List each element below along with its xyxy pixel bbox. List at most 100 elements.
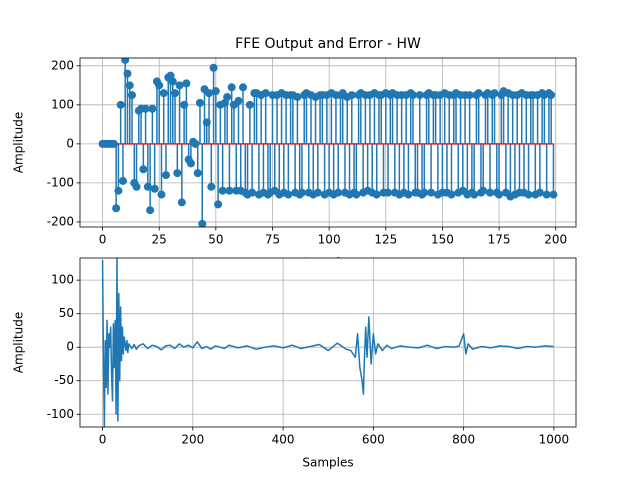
stem-marker [173, 169, 182, 178]
stem-marker [141, 104, 150, 113]
stem-marker [313, 188, 322, 197]
stem-marker [225, 186, 234, 195]
y-tick-label: 0 [66, 340, 74, 354]
axes-frame [79, 257, 577, 428]
stem-marker [180, 100, 189, 109]
stem-marker [118, 176, 127, 185]
x-tick-label: 150 [431, 233, 454, 247]
stem-marker [195, 98, 204, 107]
stem-marker [125, 81, 134, 90]
stem-marker [182, 79, 191, 88]
stem-marker [524, 190, 533, 199]
y-tick-label: 100 [51, 273, 74, 287]
stem-marker [542, 190, 551, 199]
chart-title: FFE Output and Error - HW [235, 36, 421, 52]
stem-marker [245, 100, 254, 109]
stem-marker [293, 93, 302, 102]
stem-marker [198, 219, 207, 227]
x-axis-label: Samples [302, 456, 353, 470]
stem-marker [207, 182, 216, 191]
x-tick-label: 25 [152, 233, 167, 247]
stem-marker [408, 91, 417, 100]
stem-marker [202, 118, 211, 127]
plot-area [98, 58, 558, 227]
stem-marker [157, 190, 166, 199]
stem-marker [547, 91, 556, 100]
stem-marker [121, 58, 130, 64]
y-tick-label: 200 [51, 58, 74, 72]
stem-marker [479, 186, 488, 195]
line [101, 258, 554, 427]
stem-marker [175, 81, 184, 90]
y-tick-label: -200 [47, 214, 74, 228]
plot-area [101, 258, 554, 427]
stem-marker [486, 188, 495, 197]
stem-marker [123, 69, 132, 78]
y-tick-label: -100 [47, 407, 74, 421]
y-tick-label: 0 [66, 136, 74, 150]
y-tick-label: -100 [47, 175, 74, 189]
x-tick-label: 200 [544, 233, 567, 247]
y-tick-label: 100 [51, 97, 74, 111]
stem-marker [171, 89, 180, 98]
x-tick-label: 0 [99, 433, 107, 447]
x-tick-label: 200 [181, 433, 204, 447]
stem-marker [495, 190, 504, 199]
stem-marker [372, 190, 381, 199]
y-tick-label: -50 [54, 373, 74, 387]
stem-marker [218, 186, 227, 195]
x-tick-label: 800 [452, 433, 475, 447]
stem-marker [211, 87, 220, 96]
stem-marker [132, 182, 141, 191]
stem-marker [352, 190, 361, 199]
stem-marker [148, 104, 157, 113]
x-tick-label: 75 [265, 233, 280, 247]
stem-marker [161, 171, 170, 180]
axes-frame [79, 57, 577, 228]
stem-marker [261, 89, 270, 98]
stem-marker [116, 100, 125, 109]
x-tick-label: 1000 [539, 433, 570, 447]
stem-marker [404, 190, 413, 199]
stem-marker [191, 139, 200, 148]
x-tick-label: 0 [99, 233, 107, 247]
stem-marker [297, 188, 306, 197]
stem-marker [223, 93, 232, 102]
stem-marker [248, 188, 257, 197]
stem-marker [470, 190, 479, 199]
stem-marker [384, 188, 393, 197]
stem-marker [465, 91, 474, 100]
x-tick-label: 400 [272, 433, 295, 447]
stem-marker [284, 190, 293, 199]
stem-marker [234, 96, 243, 105]
stem-marker [447, 190, 456, 199]
stem-marker [415, 91, 424, 100]
stem-marker [143, 182, 152, 191]
stem-marker [168, 77, 177, 86]
stem-marker [490, 89, 499, 98]
stem-marker [146, 206, 155, 215]
stem-marker [114, 186, 123, 195]
x-tick-label: 175 [488, 233, 511, 247]
y-tick-label: 50 [59, 306, 74, 320]
x-tick-label: 50 [208, 233, 223, 247]
x-tick-label: 600 [362, 433, 385, 447]
stem-marker [109, 139, 118, 148]
stem-marker [549, 190, 558, 199]
stem-marker [186, 159, 195, 168]
stem-marker [139, 165, 148, 174]
stem-marker [214, 200, 223, 209]
stem-marker [334, 188, 343, 197]
stem-marker [128, 91, 137, 100]
stem-marker [150, 184, 159, 193]
y-axis-label: Amplitude [12, 312, 26, 374]
stem-marker [155, 81, 164, 90]
stem-marker [159, 89, 168, 98]
stem-marker [209, 63, 218, 72]
x-tick-label: 100 [318, 233, 341, 247]
axes-background [80, 258, 576, 427]
stem-marker [112, 204, 121, 213]
stem-marker [420, 188, 429, 197]
y-axis-label: Amplitude [12, 112, 26, 174]
